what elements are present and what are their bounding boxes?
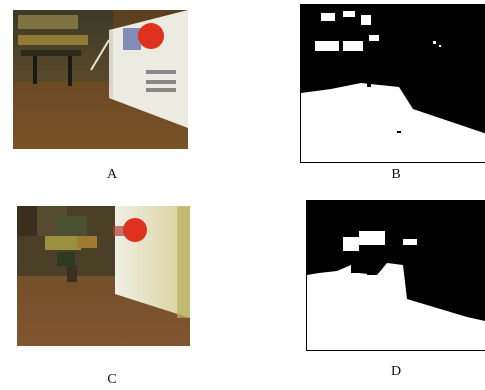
panel-b-label: B [391,167,401,182]
panel-a-label: A [106,167,118,182]
panel-c-lowres-photo [17,206,190,346]
photo-a-image [13,10,188,149]
panel-d-mask [306,200,485,351]
panel-d-label: D [390,364,402,379]
panel-c-label: C [107,372,117,387]
photo-c-image [17,206,190,346]
panel-b-mask [300,4,485,163]
panel-a-photo [13,10,188,149]
mask-d-image [307,201,485,350]
mask-b-image [301,5,485,162]
